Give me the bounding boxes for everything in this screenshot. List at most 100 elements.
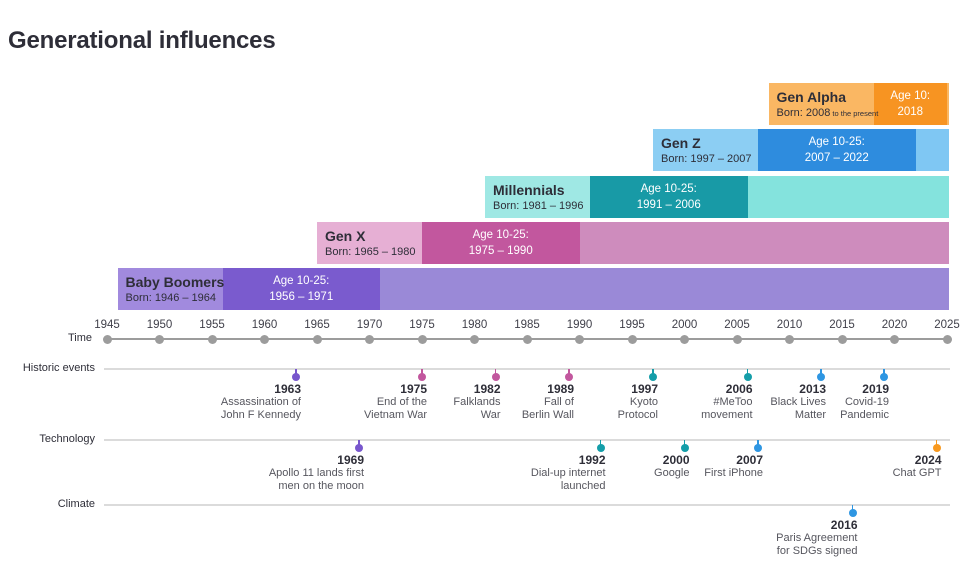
event-description-line: launched [560, 480, 606, 492]
event-description-line: #MeToo [713, 396, 753, 408]
event-2019-label: 2019 Covid-19 Pandemic [840, 382, 889, 422]
event-year: 2007 [736, 453, 763, 467]
event-2016-dot [848, 509, 857, 517]
event-2000-dot [680, 444, 689, 452]
age-range-years: 2018 [897, 106, 924, 118]
event-description-line: Kyoto [629, 396, 658, 408]
event-year: 1997 [631, 382, 658, 396]
axis-tick-label-1960: 1960 [251, 319, 278, 331]
event-1992-dot [596, 444, 605, 452]
event-description-line: Falklands [453, 396, 501, 408]
generation-name-millennials: Millennials [493, 182, 565, 198]
event-2007-stem [757, 440, 759, 445]
event-1989-dot [565, 373, 573, 381]
event-2000-stem [683, 440, 686, 445]
event-year: 2024 [914, 453, 942, 467]
event-description-line: Covid-19 [844, 396, 889, 408]
time-axis-label: Time [67, 332, 92, 344]
event-description-line: for SDGs signed [776, 545, 858, 557]
event-1975-label: 1975 End of the Vietnam War [364, 382, 427, 422]
event-description-line: Matter [794, 409, 826, 421]
axis-tick-dot-1950 [155, 334, 164, 344]
generation-bar-label-segment-millennials [485, 176, 590, 218]
event-1963-label: 1963 Assassination of John F Kennedy [221, 382, 301, 422]
born-text: Born: 1997 – 2007 [661, 153, 752, 165]
age-range-title: Age 10-25: [472, 229, 529, 241]
axis-tick-label-1970: 1970 [356, 319, 383, 331]
generation-bar-age-segment-millennials [590, 176, 748, 218]
axis-tick-dot-1960 [260, 334, 269, 344]
event-year: 2019 [862, 382, 889, 396]
axis-tick-label-1975: 1975 [409, 319, 435, 331]
generation-born-label-gen-z: Born: 1997 – 2007 [661, 153, 752, 166]
generation-bar-tail-segment-gen-x [579, 222, 949, 264]
event-1975-dot [418, 373, 426, 381]
event-description-line: War [480, 409, 501, 421]
event-description-line: movement [701, 409, 753, 421]
axis-tick-dot-1985 [522, 334, 532, 344]
event-description-line: Pandemic [840, 409, 889, 421]
generation-bar-age-segment-baby-boomers [222, 268, 380, 310]
event-description-line: Paris Agreement [776, 532, 858, 544]
generation-age-box-text-baby-boomers: Age 10-25: 1956 – 1971 [223, 268, 381, 310]
generation-born-label-gen-alpha: Born: 2008 to the present [777, 107, 879, 120]
axis-tick-label-1995: 1995 [619, 319, 645, 331]
event-description-line: Black Lives [770, 396, 826, 408]
event-year: 1975 [400, 382, 427, 396]
axis-tick-dot-1975 [417, 334, 427, 344]
generation-born-label-millennials: Born: 1981 – 1996 [493, 200, 584, 213]
event-year: 1989 [547, 382, 574, 396]
axis-tick-label-2020: 2020 [881, 319, 908, 331]
age-range-years: 2007 – 2022 [804, 152, 869, 164]
event-year: 2006 [725, 382, 753, 396]
born-text: Born: 1965 – 1980 [325, 246, 416, 258]
event-2016-stem [851, 505, 854, 510]
age-range-years: 1956 – 1971 [269, 291, 334, 303]
event-2013-label: 2013 Black Lives Matter [770, 382, 826, 422]
axis-tick-dot-2010 [785, 334, 794, 344]
generation-name-gen-alpha: Gen Alpha [776, 89, 847, 105]
generation-name-gen-z: Gen Z [661, 135, 701, 151]
event-1969-stem [358, 440, 360, 445]
axis-tick-label-1950: 1950 [146, 319, 173, 331]
event-2024-label: 2024 Chat GPT [893, 453, 942, 480]
axis-tick-label-2015: 2015 [829, 319, 855, 331]
event-1989-label: 1989 Fall of Berlin Wall [522, 382, 574, 422]
event-description-line: Apollo 11 lands first [268, 467, 364, 479]
born-text: Born: 1981 – 1996 [493, 200, 584, 212]
event-2000-label: 2000 Google [654, 453, 689, 480]
born-text: Born: 2008 [776, 107, 831, 119]
event-description-line: First iPhone [704, 467, 763, 479]
row-label-technology: Technology [39, 433, 95, 445]
event-2024-dot [932, 444, 941, 452]
generation-bar-label-segment-baby-boomers [117, 268, 223, 310]
axis-tick-dot-2005 [732, 334, 742, 344]
event-1997-stem [652, 369, 654, 374]
event-description-line: men on the moon [278, 480, 364, 492]
event-1982-label: 1982 Falklands War [453, 382, 500, 422]
event-2016-label: 2016 Paris Agreement for SDGs signed [776, 518, 857, 558]
event-1975-stem [421, 369, 423, 374]
age-range-title: Age 10-25: [808, 136, 865, 148]
axis-tick-dot-2020 [890, 334, 899, 344]
event-year: 1992 [578, 453, 606, 467]
event-1982-dot [491, 373, 500, 381]
event-2013-dot [817, 373, 825, 381]
generation-name-baby-boomers: Baby Boomers [125, 274, 225, 290]
born-suffix-text: to the present [830, 109, 879, 118]
axis-tick-dot-1965 [312, 334, 322, 344]
generation-bar-tail-segment-baby-boomers [380, 268, 949, 310]
event-2019-dot [880, 373, 888, 381]
event-description-line: Vietnam War [364, 409, 427, 421]
age-range-years: 1991 – 2006 [636, 199, 701, 211]
event-year: 2000 [662, 453, 690, 467]
generation-age-box-text-gen-x: Age 10-25: 1975 – 1990 [422, 222, 580, 264]
event-2013-stem [820, 369, 822, 374]
axis-tick-dot-1980 [470, 334, 479, 344]
axis-tick-label-1955: 1955 [199, 319, 225, 331]
event-year: 1963 [274, 382, 301, 396]
generation-born-label-baby-boomers: Born: 1946 – 1964 [126, 292, 217, 305]
generation-bar-label-segment-gen-alpha [768, 83, 874, 125]
event-2024-stem [935, 440, 938, 445]
event-description-line: Chat GPT [892, 467, 942, 479]
